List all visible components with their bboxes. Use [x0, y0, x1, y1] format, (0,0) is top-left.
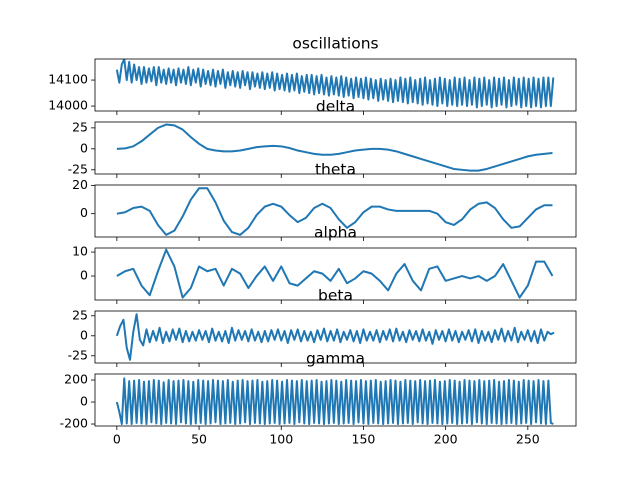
subplot: -25 0 25 delta [68, 98, 577, 178]
axes-frame [94, 58, 577, 112]
y-tick-label: 0 [80, 394, 88, 409]
x-tick-label: 50 [191, 432, 207, 447]
y-tick-label: -200 [60, 416, 88, 431]
y-tick-label: 25 [72, 119, 88, 134]
axes-frame [94, 247, 577, 301]
subplot: -25 0 25 beta [68, 287, 577, 367]
axes-frame [94, 373, 577, 427]
subplot-title: theta [315, 161, 356, 179]
y-tick-label: 0 [80, 140, 88, 155]
subplot-title: alpha [314, 224, 357, 242]
y-tick-label: 200 [64, 372, 88, 387]
subplot-title: delta [316, 98, 355, 116]
x-tick-label: 0 [113, 432, 121, 447]
y-tick-label: 0 [80, 268, 88, 283]
line-series [115, 59, 555, 109]
line-series [115, 377, 554, 426]
x-tick-label: 100 [269, 432, 293, 447]
y-tick-label: -25 [68, 161, 88, 176]
y-tick-label: 14000 [48, 98, 88, 113]
subplot: 0 20 theta [72, 161, 577, 241]
subplot: 14000 14100 oscillations [48, 35, 577, 115]
line-series [116, 123, 553, 172]
y-tick-label: 0 [80, 327, 88, 342]
x-tick-label: 200 [434, 432, 458, 447]
subplot-title: oscillations [292, 35, 378, 53]
axes-frame [94, 121, 577, 175]
y-tick-label: 0 [80, 205, 88, 220]
x-tick-label: 150 [352, 432, 376, 447]
y-tick-label: 10 [72, 244, 88, 259]
axes-frame [94, 184, 577, 238]
line-series [116, 248, 554, 299]
y-tick-label: -25 [68, 347, 88, 362]
subplot-title: gamma [306, 350, 365, 368]
subplot: -200 0 200 0 50 100 150 200 250 gamma [60, 350, 577, 447]
y-tick-label: 14100 [48, 72, 88, 87]
subplot-title: beta [318, 287, 353, 305]
y-tick-label: 25 [72, 307, 88, 322]
y-tick-label: 20 [72, 177, 88, 192]
line-series [116, 187, 553, 236]
line-series [115, 313, 555, 361]
x-tick-label: 250 [516, 432, 540, 447]
axes-frame [94, 310, 577, 364]
subplot: 0 10 alpha [72, 224, 577, 304]
